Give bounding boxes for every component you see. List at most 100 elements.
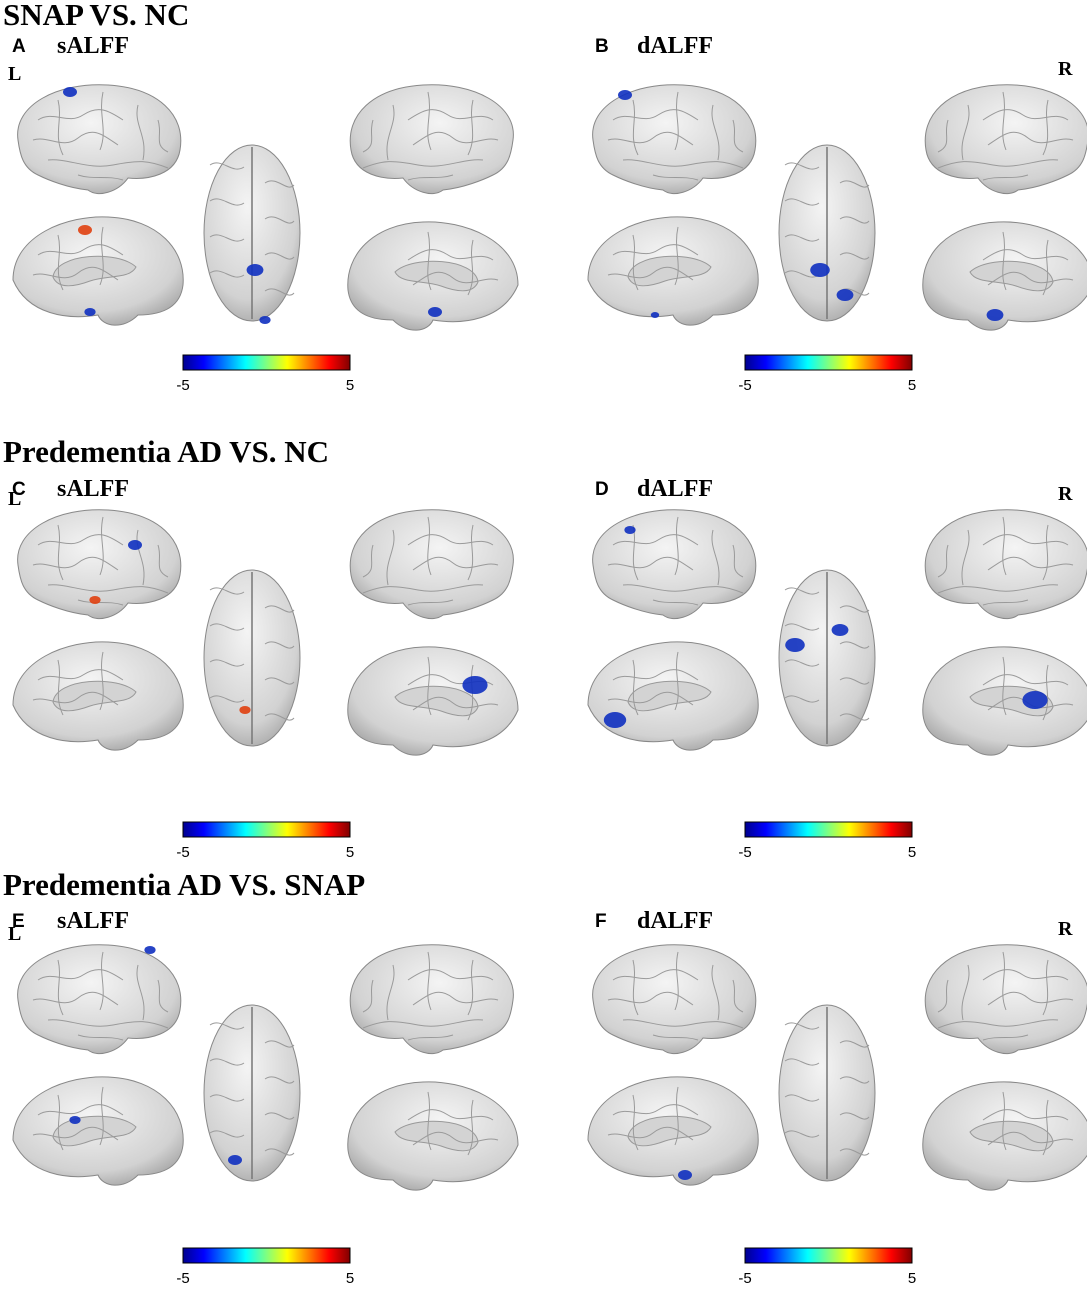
gyrus <box>427 516 432 576</box>
colorbar-max: 5 <box>908 377 916 394</box>
section-title: Predementia AD VS. NC <box>3 434 329 469</box>
colorbar <box>744 821 913 838</box>
gyrus <box>57 234 64 291</box>
colorbar-max: 5 <box>346 377 354 394</box>
gyrus <box>987 131 1074 146</box>
gyrus <box>99 516 104 576</box>
corpus-callosum <box>52 680 137 712</box>
gyrus <box>1042 99 1049 156</box>
gyrus <box>987 271 1074 286</box>
gyrus <box>264 1076 295 1084</box>
colorbar-max: 5 <box>346 1270 354 1287</box>
hemisphere-label: L <box>8 923 21 945</box>
colorbar <box>182 354 351 371</box>
colorbar <box>744 354 913 371</box>
gyrus <box>136 529 145 586</box>
activation <box>462 676 488 694</box>
gyrus <box>57 524 64 581</box>
gyrus <box>362 119 374 153</box>
gyrus <box>427 951 432 1011</box>
gyrus <box>732 544 744 578</box>
gyrus <box>607 556 694 571</box>
gyrus <box>711 104 720 161</box>
gyrus <box>362 584 484 594</box>
hemisphere-label: L <box>8 63 21 85</box>
brain-lateral <box>592 84 757 194</box>
gyrus <box>784 1058 820 1066</box>
gyrus <box>136 964 145 1021</box>
colorbar-min: -5 <box>176 844 189 861</box>
brain-medial <box>347 221 519 331</box>
gyrus <box>37 669 124 681</box>
gyrus <box>612 534 699 546</box>
gyrus <box>632 959 639 1016</box>
gyrus <box>47 584 169 594</box>
brain-shape <box>17 509 182 619</box>
gyrus <box>612 669 699 681</box>
gyrus <box>937 544 949 578</box>
gyrus <box>264 605 295 613</box>
brain-shape <box>17 944 182 1054</box>
gyrus <box>209 1094 245 1102</box>
gyrus <box>157 119 169 153</box>
activation <box>618 90 632 100</box>
gyrus <box>362 1019 484 1029</box>
gyrus <box>937 159 1059 169</box>
gyrus <box>987 1131 1074 1146</box>
activation <box>603 712 627 728</box>
gyrus <box>607 131 694 146</box>
brain-top <box>778 1004 876 1182</box>
brain-medial <box>587 641 759 751</box>
gyrus <box>37 534 124 546</box>
gyrus <box>937 979 949 1013</box>
gyrus <box>264 1040 295 1048</box>
brain-lateral <box>924 84 1087 194</box>
brain-top <box>203 1004 301 1182</box>
gyrus <box>622 584 744 594</box>
panel-label: dALFF <box>637 476 713 502</box>
brain-lateral <box>924 944 1087 1054</box>
gyrus <box>732 979 744 1013</box>
gyrus <box>674 1086 679 1146</box>
gyrus <box>937 584 1059 594</box>
gyrus <box>467 1099 474 1156</box>
brain-shape <box>17 84 182 194</box>
gyrus <box>632 99 639 156</box>
gyrus <box>77 599 124 606</box>
gyrus <box>427 91 432 151</box>
gyrus <box>386 104 395 161</box>
brain-shape <box>592 84 757 194</box>
gyrus <box>362 159 484 169</box>
gyrus <box>57 959 64 1016</box>
gyrus <box>982 174 1029 181</box>
gyrus <box>362 979 374 1013</box>
brain-medial <box>922 221 1087 331</box>
gyrus <box>1002 516 1007 576</box>
corpus-callosum <box>394 1120 479 1152</box>
gyrus <box>612 1104 699 1116</box>
gyrus <box>607 1126 694 1141</box>
hemisphere-label: R <box>1058 58 1073 80</box>
brain-medial <box>922 1081 1087 1191</box>
gyrus <box>839 677 870 685</box>
gyrus <box>37 109 124 121</box>
gyrus <box>386 529 395 586</box>
gyrus <box>711 964 720 1021</box>
gyrus <box>412 556 499 571</box>
gyrus <box>839 180 870 188</box>
hemisphere-label: L <box>8 488 21 510</box>
gyrus <box>407 249 494 261</box>
brain-medial <box>12 641 184 751</box>
gyrus <box>711 529 720 586</box>
colorbar-min: -5 <box>738 844 751 861</box>
gyrus <box>264 216 295 224</box>
gyrus <box>652 599 699 606</box>
gyrus <box>136 104 145 161</box>
gyrus <box>37 1104 124 1116</box>
corpus-callosum <box>394 685 479 717</box>
brain-lateral <box>349 509 514 619</box>
gyrus <box>32 131 119 146</box>
gyrus <box>1042 959 1049 1016</box>
